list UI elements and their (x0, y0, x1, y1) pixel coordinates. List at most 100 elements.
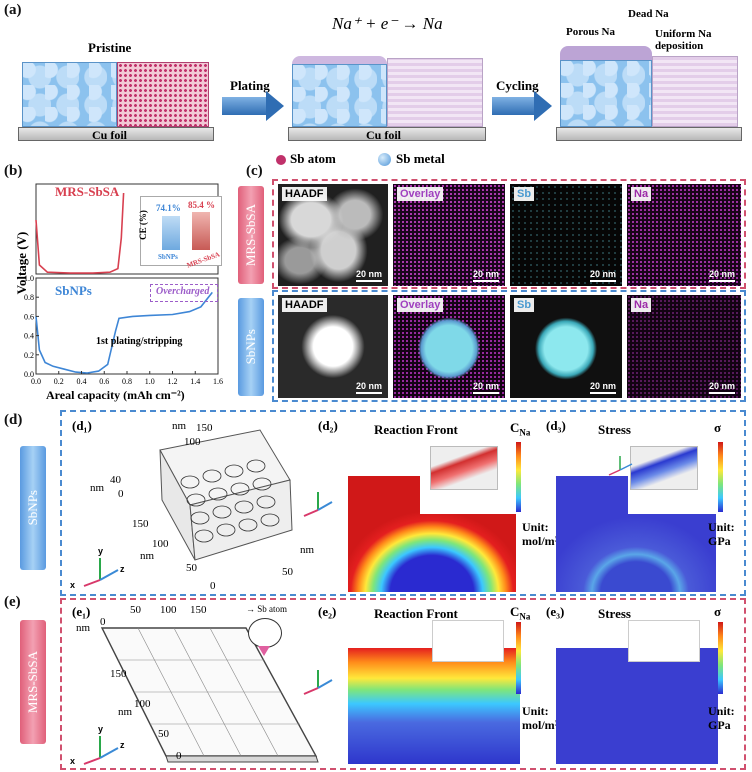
panel-d-label: (d) (4, 412, 22, 429)
cycling-arrow-head (534, 91, 552, 121)
cycled-sb-metal-region (560, 60, 652, 127)
plating-label: Plating (230, 78, 270, 94)
d2-unit: Unit:mol/m³ (522, 520, 558, 548)
pristine-sb-metal-region (22, 62, 117, 127)
panel-c-label: (c) (246, 163, 263, 180)
axis-triad-d3 (606, 452, 636, 478)
x-tick-label: 1.0 (145, 377, 155, 386)
d2-cna-label: CNa (510, 420, 530, 438)
e1-tick-100: 100 (160, 604, 177, 616)
y-tick-label: 0.4 (24, 332, 34, 341)
x-tick-label: 0.4 (77, 377, 87, 386)
sb-mrs: Sb20 nm (510, 184, 622, 286)
d2-label: (d₂) (318, 418, 338, 434)
panel-b-label: (b) (4, 163, 22, 180)
inset-value-mrs: 85.4 % (188, 200, 215, 210)
d2-colorbar (516, 442, 521, 512)
d1-nm-1: nm (172, 420, 186, 432)
e2-concentration-map (348, 648, 520, 764)
axis-z-e: z (120, 740, 125, 750)
d1-tick-150a: 150 (196, 422, 213, 434)
d1-tick-100a: 100 (184, 436, 201, 448)
e3-label: (e₃) (546, 604, 564, 620)
mrs-3d-model (96, 618, 326, 768)
axis-triad-d2 (300, 486, 340, 520)
tile-label: Na (631, 187, 651, 201)
d1-nm-4: nm (300, 544, 314, 556)
e2-label: (e₂) (318, 604, 336, 620)
axis-y-e: y (98, 724, 103, 734)
d1-tick-100b: 100 (152, 538, 169, 550)
e3-stress-map (556, 648, 718, 764)
plated-sb-atom-region (387, 58, 483, 127)
e1-tick-0b: 0 (176, 750, 182, 762)
e1-tick-50: 50 (130, 604, 141, 616)
plating-stripping-label: 1st plating/stripping (96, 336, 182, 347)
cu-foil-label-1: Cu foil (92, 128, 127, 143)
d1-nm-3: nm (140, 550, 154, 562)
d1-tick-40: 40 (110, 474, 121, 486)
x-tick-label: 1.6 (213, 377, 223, 386)
sb-atom-legend-dot (276, 155, 286, 165)
series-line-mrs-sbsa (36, 193, 124, 273)
plating-arrow-head (266, 91, 284, 121)
overlay-mrs: Overlay 20 nm (393, 184, 505, 286)
e2-unit: Unit:mol/m³ (522, 704, 558, 732)
na-mrs: Na20 nm (627, 184, 741, 286)
d1-tick-50a: 50 (186, 562, 197, 574)
x-tick-label: 0.2 (54, 377, 64, 386)
d1-nm-2: nm (90, 482, 104, 494)
cu-foil-label-2: Cu foil (366, 128, 401, 143)
row-label-mrs: MRS-SbSA (238, 186, 264, 284)
overlay-sbnps: Overlay20 nm (393, 295, 505, 398)
uniform-na-label: Uniform Na deposition (655, 28, 741, 52)
axis-y-d: y (98, 546, 103, 556)
e3-sigma-label: σ (714, 604, 721, 620)
axis-x-d: x (70, 580, 75, 590)
cycling-label: Cycling (496, 78, 539, 94)
plated-sb-metal-region (292, 64, 387, 127)
d1-tick-0b: 0 (210, 580, 216, 592)
e1-tick-150a: 150 (190, 604, 207, 616)
inset-bar-sbnps (162, 216, 180, 250)
y-tick-label: 0.2 (24, 351, 34, 360)
tile-label: HAADF (282, 298, 327, 312)
overcharged-label: Overcharged (156, 286, 209, 297)
e3-title: Stress (598, 606, 631, 622)
side-label-sbnps: SbNPs (20, 446, 46, 570)
d1-tick-50b: 50 (282, 566, 293, 578)
inset-cat-sbnps: SbNPs (158, 253, 178, 261)
sb-metal-legend-dot (378, 153, 391, 166)
inset-bar-mrs (192, 212, 210, 250)
tile-label: Sb (514, 187, 534, 201)
panel-a-label: (a) (4, 2, 22, 19)
e1-nm-2: nm (118, 706, 132, 718)
pristine-label: Pristine (88, 40, 131, 56)
scalebar: 20 nm (473, 269, 499, 282)
series-bottom-name: SbNPs (55, 283, 92, 299)
e2-inset-3d (432, 620, 504, 662)
cu-foil-3 (556, 127, 742, 141)
d1-tick-0a: 0 (118, 488, 124, 500)
scalebar: 20 nm (356, 269, 382, 282)
sb-atom-legend-label: Sb atom (290, 151, 336, 167)
plating-arrow (222, 97, 268, 115)
scalebar: 20 nm (473, 381, 499, 394)
na-sbnps: Na20 nm (627, 295, 741, 398)
y-tick-label: 0.6 (24, 312, 34, 321)
haadf-mrs: HAADF 20 nm (278, 184, 388, 286)
porous-na-label: Porous Na (566, 26, 615, 38)
d3-colorbar (718, 442, 723, 512)
sb-atom-callout-pointer (258, 646, 270, 656)
e2-colorbar (516, 622, 521, 694)
cycled-sb-atom-region (652, 56, 738, 127)
y-tick-label: 0.0 (24, 370, 34, 379)
tile-label: Overlay (397, 187, 443, 201)
e1-tick-100b: 100 (134, 698, 151, 710)
d1-tick-150b: 150 (132, 518, 149, 530)
side-label-mrs: MRS-SbSA (20, 620, 46, 744)
tile-label: HAADF (282, 187, 327, 201)
e1-tick-50b: 50 (158, 728, 169, 740)
row-label-sbnps: SbNPs (238, 298, 264, 396)
haadf-sbnps: HAADF20 nm (278, 295, 388, 398)
